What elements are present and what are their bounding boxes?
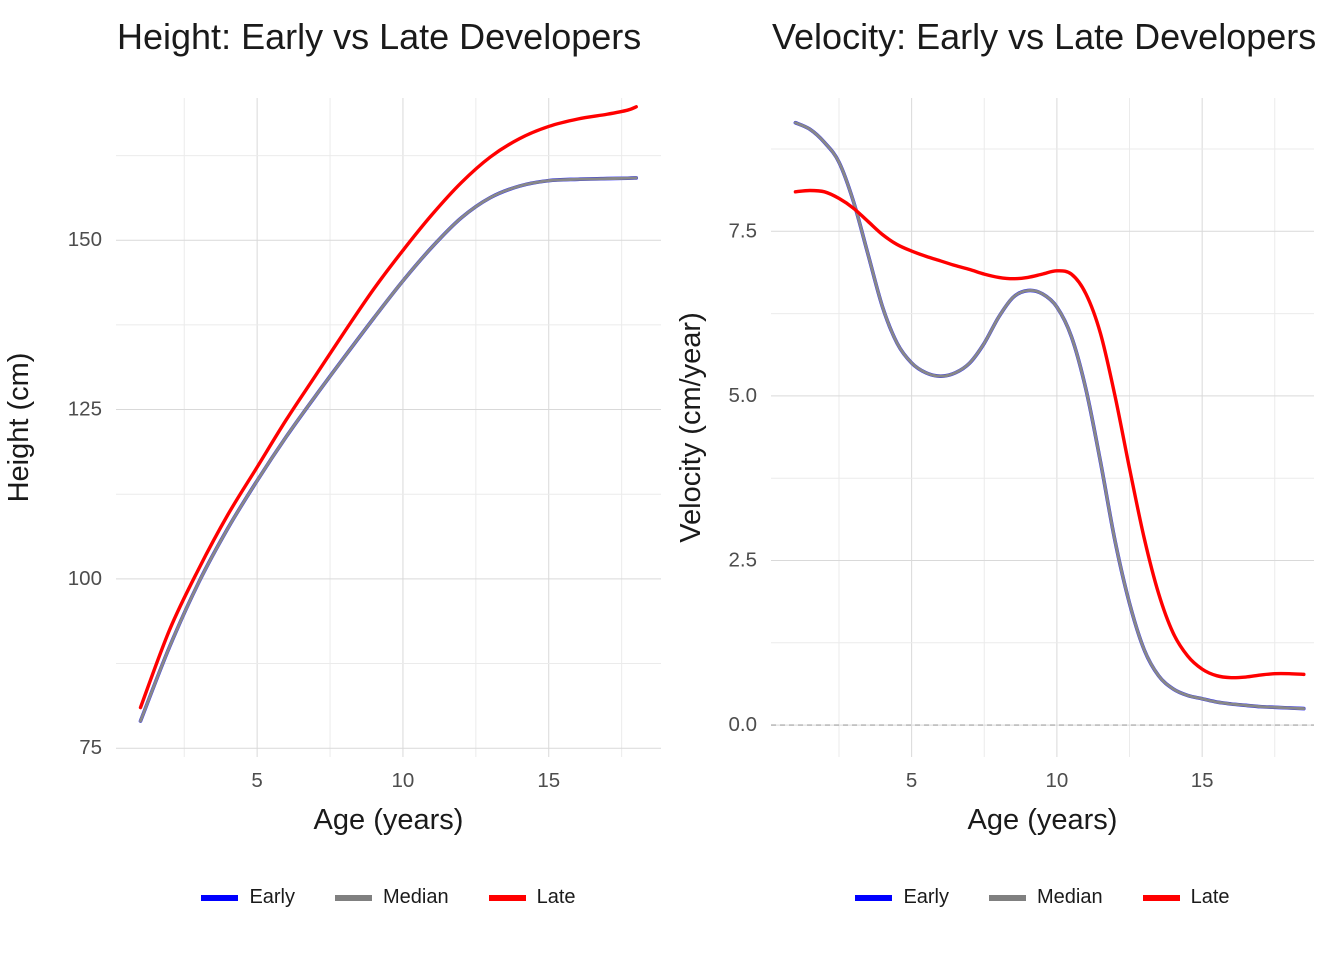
svg-text:5: 5 (251, 769, 262, 792)
svg-text:100: 100 (68, 567, 102, 590)
svg-text:5.0: 5.0 (729, 384, 758, 407)
svg-text:0.0: 0.0 (729, 713, 758, 736)
svg-text:5: 5 (906, 769, 917, 792)
svg-text:10: 10 (392, 769, 415, 792)
svg-text:10: 10 (1045, 769, 1068, 792)
svg-text:Velocity (cm/year): Velocity (cm/year) (675, 312, 707, 542)
svg-text:Height (cm): Height (cm) (3, 353, 35, 503)
svg-text:Age (years): Age (years) (314, 804, 464, 836)
svg-text:150: 150 (68, 228, 102, 251)
svg-text:15: 15 (537, 769, 560, 792)
svg-text:75: 75 (79, 736, 102, 759)
svg-text:15: 15 (1191, 769, 1214, 792)
svg-text:125: 125 (68, 398, 102, 421)
svg-text:Velocity: Early vs Late Develo: Velocity: Early vs Late Developers (772, 16, 1316, 57)
svg-text:Age (years): Age (years) (968, 804, 1118, 836)
svg-text:2.5: 2.5 (729, 548, 758, 571)
svg-text:Height: Early vs Late Develope: Height: Early vs Late Developers (117, 16, 641, 57)
svg-text:7.5: 7.5 (729, 219, 758, 242)
